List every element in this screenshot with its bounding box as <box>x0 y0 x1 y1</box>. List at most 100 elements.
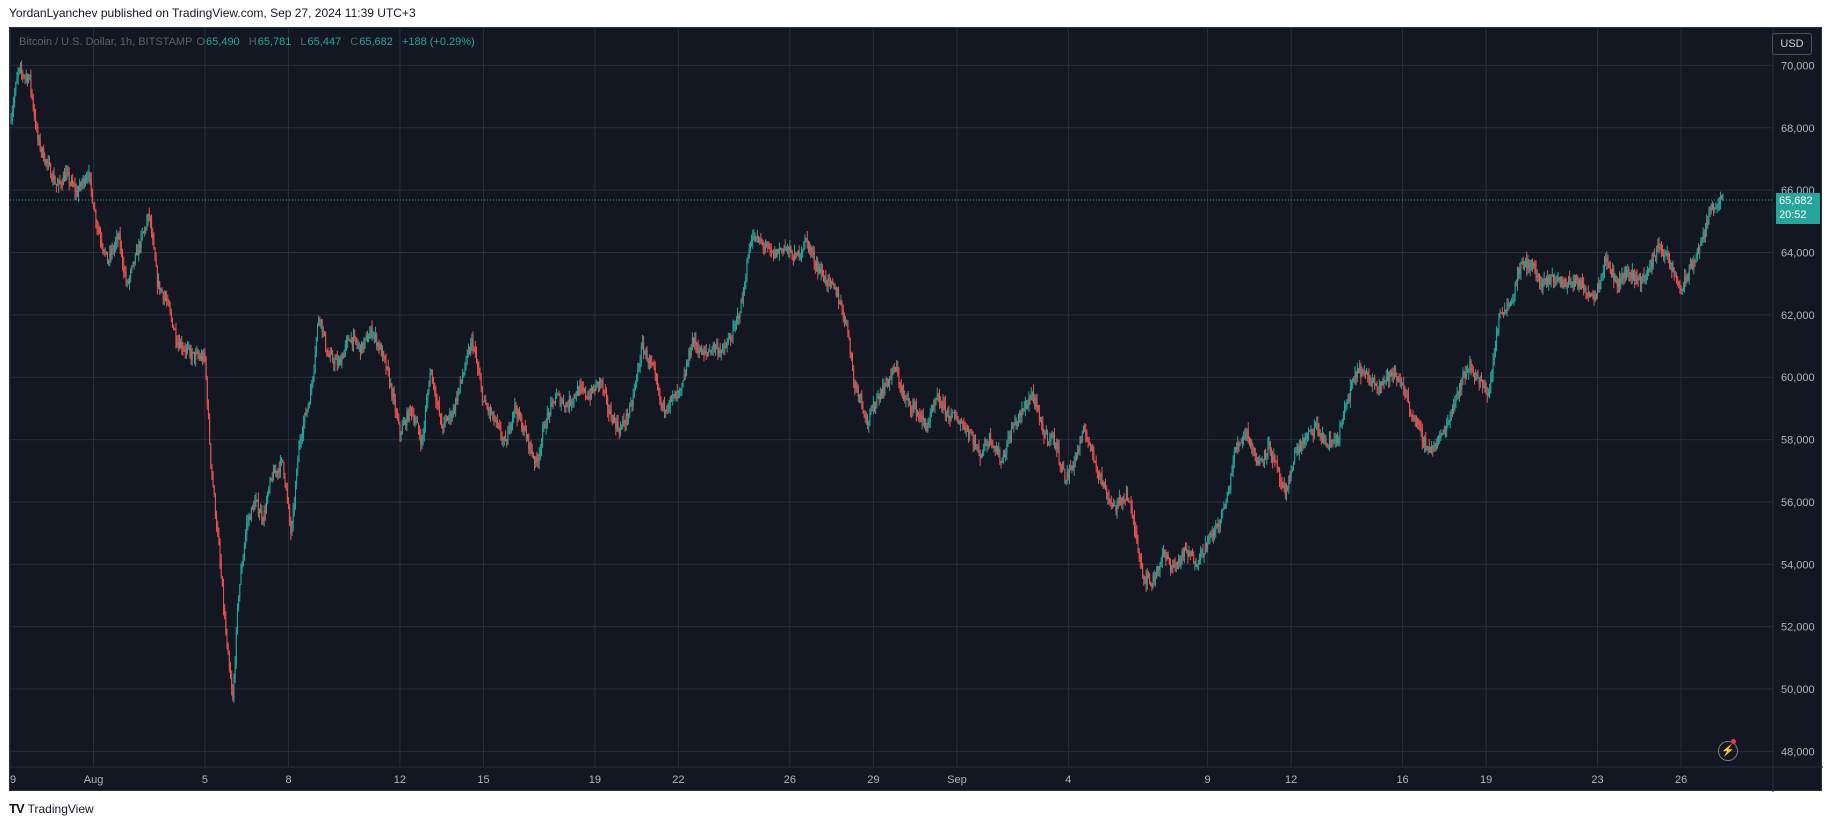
candle-body <box>820 268 822 273</box>
candle-body <box>467 350 469 355</box>
candle-body <box>326 349 328 356</box>
candle-body <box>1205 543 1207 550</box>
candle-body <box>1417 419 1419 423</box>
last-price-value: 65,682 <box>1779 195 1813 208</box>
candle-body <box>947 410 949 412</box>
candle-body <box>133 261 135 264</box>
candle-body <box>877 395 879 398</box>
candle-body <box>1050 435 1052 439</box>
candle-body <box>1203 553 1205 556</box>
candle-body <box>1147 573 1149 578</box>
candle-body <box>1445 431 1447 433</box>
candle-body <box>1152 575 1154 588</box>
candle-body <box>985 440 987 445</box>
candle-body <box>835 286 837 296</box>
candle-body <box>1238 442 1240 445</box>
candle-body <box>822 275 824 281</box>
candle-body <box>1709 208 1711 211</box>
candle-body <box>761 240 763 243</box>
candle-body <box>1534 263 1536 269</box>
candle-body <box>999 450 1001 462</box>
candle-body <box>1381 381 1383 386</box>
candle-body <box>566 403 568 407</box>
candle-body <box>939 395 941 404</box>
candle-body <box>261 509 263 520</box>
candle-body <box>1251 441 1253 447</box>
tradingview-logo-icon: TV <box>9 801 25 816</box>
candle-body <box>664 401 666 412</box>
candle-body <box>558 394 560 396</box>
price-axis: 48,00050,00052,00054,00056,00058,00060,0… <box>1781 60 1815 758</box>
candle-body <box>594 387 596 391</box>
candle-body <box>402 423 404 426</box>
candle-body <box>563 399 565 406</box>
candle-body <box>674 394 676 399</box>
candle-body <box>776 249 778 258</box>
candle-body <box>1491 374 1493 379</box>
candle-body <box>1617 278 1619 287</box>
price-tick-label: 68,000 <box>1781 123 1815 135</box>
candle-body <box>1017 415 1019 422</box>
candle-body <box>30 74 32 91</box>
candle-body <box>80 182 82 187</box>
candle-body <box>1330 439 1332 441</box>
candle-body <box>83 177 85 185</box>
candle-body <box>784 246 786 248</box>
candle-body <box>1031 391 1033 395</box>
candle-body <box>196 352 198 354</box>
candle-body <box>457 391 459 402</box>
candle-body <box>458 387 460 392</box>
candle-body <box>1395 372 1397 377</box>
candle-body <box>1396 376 1398 381</box>
candle-body <box>363 342 365 350</box>
candle-body <box>1173 564 1175 567</box>
candle-body <box>163 296 165 300</box>
time-tick-label: 12 <box>1285 774 1297 786</box>
candle-body <box>769 248 771 250</box>
candle-body <box>285 484 287 489</box>
chart-panel[interactable]: 48,000 50,000 52,000 54,000 56,000 58,000 60,0… <box>9 27 1823 792</box>
candle-body <box>878 395 880 400</box>
candle-body <box>1160 560 1162 564</box>
candle-body <box>184 349 186 352</box>
candle-body <box>1210 533 1212 535</box>
candle-body <box>691 338 693 350</box>
candle-body <box>690 349 692 356</box>
candle-body <box>1623 273 1625 278</box>
candle-body <box>1493 356 1495 361</box>
candle-body <box>356 342 358 346</box>
lightning-bolt-icon[interactable]: ⚡ <box>1718 741 1738 761</box>
candle-body <box>1190 552 1192 557</box>
candle-body <box>976 447 978 449</box>
candle-body <box>437 401 439 405</box>
candle-body <box>550 403 552 416</box>
candlestick-chart[interactable]: 48,00050,00052,00054,00056,00058,00060,0… <box>10 28 1823 792</box>
candle-body <box>1568 277 1570 285</box>
candle-body <box>1110 501 1112 505</box>
candle-body <box>380 344 382 357</box>
candle-body <box>125 272 127 282</box>
currency-button[interactable]: USD <box>1772 33 1812 55</box>
candle-body <box>1085 431 1087 436</box>
candle-body <box>1289 476 1291 479</box>
candle-body <box>959 421 961 424</box>
candle-body <box>1440 432 1442 436</box>
candle-body <box>1207 540 1209 550</box>
candle-body <box>1521 261 1523 263</box>
candle-body <box>217 527 219 534</box>
candle-body <box>665 409 667 412</box>
footer-brand[interactable]: TV TradingView <box>9 801 94 816</box>
candle-body <box>1378 386 1380 388</box>
price-tick-label: 56,000 <box>1781 497 1815 509</box>
candle-body <box>704 351 706 354</box>
candle-body <box>826 283 828 286</box>
candle-body <box>893 367 895 369</box>
candle-body <box>673 394 675 397</box>
candle-body <box>10 120 12 122</box>
candle-body <box>219 544 221 562</box>
candle-body <box>1005 453 1007 457</box>
candle-body <box>155 260 157 267</box>
candles <box>10 60 1724 703</box>
candle-body <box>1075 455 1077 457</box>
candle-body <box>1460 384 1462 390</box>
